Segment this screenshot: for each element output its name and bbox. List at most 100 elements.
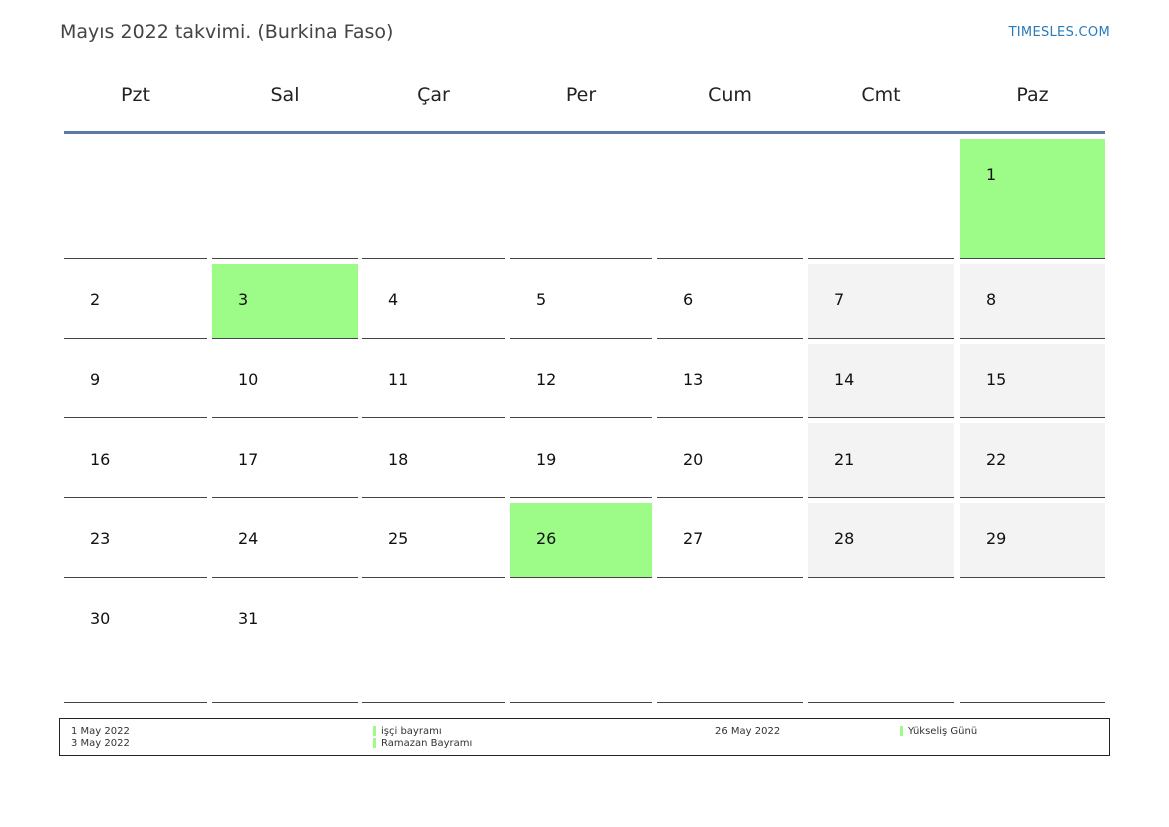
weekday-thursday: Per <box>565 84 597 106</box>
cell-bottom-border <box>960 577 1105 578</box>
cell-bottom-border <box>212 258 358 259</box>
day-cell: 15 <box>960 344 1105 418</box>
cell-bottom-border <box>510 497 652 498</box>
cell-bottom-border <box>64 497 207 498</box>
cell-bottom-border <box>808 702 954 703</box>
day-number: 30 <box>90 609 111 628</box>
day-number: 16 <box>90 450 111 469</box>
day-cell: 29 <box>960 503 1105 578</box>
day-number: 11 <box>388 370 409 389</box>
cell-bottom-border <box>212 338 358 339</box>
day-number: 8 <box>986 290 997 309</box>
day-cell: 18 <box>362 423 505 498</box>
weekday-wednesday: Çar <box>417 84 450 106</box>
empty-day-cell <box>657 139 803 259</box>
empty-day-cell <box>64 139 207 259</box>
cell-bottom-border <box>362 497 505 498</box>
empty-day-cell <box>362 583 505 703</box>
cell-bottom-border <box>510 577 652 578</box>
day-number: 3 <box>238 290 249 309</box>
day-number: 10 <box>238 370 259 389</box>
cell-bottom-border <box>212 577 358 578</box>
holiday-legend: 1 May 2022 işçi bayramı 3 May 2022 Ramaz… <box>59 718 1110 756</box>
weekday-friday: Cum <box>708 84 752 106</box>
cell-bottom-border <box>510 702 652 703</box>
cell-bottom-border <box>657 338 803 339</box>
day-cell: 10 <box>212 344 358 418</box>
cell-bottom-border <box>64 258 207 259</box>
cell-bottom-border <box>510 338 652 339</box>
day-cell: 22 <box>960 423 1105 498</box>
day-number: 14 <box>834 370 855 389</box>
cell-bottom-border <box>808 417 954 418</box>
day-number: 29 <box>986 529 1007 548</box>
empty-day-cell <box>362 139 505 259</box>
weekday-header-row: Pzt Sal Çar Per Cum Cmt Paz <box>64 84 1105 114</box>
day-number: 13 <box>683 370 704 389</box>
day-number: 2 <box>90 290 101 309</box>
day-number: 12 <box>536 370 557 389</box>
holiday-name: Ramazan Bayramı <box>381 738 473 749</box>
day-cell: 20 <box>657 423 803 498</box>
cell-bottom-border <box>64 702 207 703</box>
day-number: 25 <box>388 529 409 548</box>
day-number: 15 <box>986 370 1007 389</box>
day-cell: 17 <box>212 423 358 498</box>
cell-bottom-border <box>64 417 207 418</box>
cell-bottom-border <box>64 577 207 578</box>
cell-bottom-border <box>362 417 505 418</box>
day-cell: 28 <box>808 503 954 578</box>
day-cell: 6 <box>657 264 803 339</box>
cell-bottom-border <box>510 258 652 259</box>
day-number: 5 <box>536 290 547 309</box>
day-cell: 9 <box>64 344 207 418</box>
day-cell: 3 <box>212 264 358 339</box>
day-cell: 25 <box>362 503 505 578</box>
day-cell: 1 <box>960 139 1105 259</box>
day-cell: 19 <box>510 423 652 498</box>
day-number: 24 <box>238 529 259 548</box>
day-number: 9 <box>90 370 101 389</box>
weekday-saturday: Cmt <box>861 84 901 106</box>
cell-bottom-border <box>657 702 803 703</box>
day-number: 26 <box>536 529 557 548</box>
empty-day-cell <box>808 139 954 259</box>
holiday-date: 26 May 2022 <box>715 726 781 737</box>
cell-bottom-border <box>362 702 505 703</box>
cell-bottom-border <box>808 577 954 578</box>
day-number: 27 <box>683 529 704 548</box>
page-title: Mayıs 2022 takvimi. (Burkina Faso) <box>60 21 394 43</box>
cell-bottom-border <box>362 577 505 578</box>
cell-bottom-border <box>212 417 358 418</box>
cell-bottom-border <box>212 702 358 703</box>
day-cell: 26 <box>510 503 652 578</box>
day-cell: 30 <box>64 583 207 703</box>
cell-bottom-border <box>808 258 954 259</box>
cell-bottom-border <box>362 258 505 259</box>
day-number: 4 <box>388 290 399 309</box>
brand-link[interactable]: TIMESLES.COM <box>1008 25 1110 40</box>
empty-day-cell <box>657 583 803 703</box>
day-number: 20 <box>683 450 704 469</box>
day-cell: 5 <box>510 264 652 339</box>
day-cell: 23 <box>64 503 207 578</box>
holiday-name: Yükseliş Günü <box>908 726 978 737</box>
cell-bottom-border <box>960 258 1105 259</box>
holiday-color-marker <box>373 726 376 736</box>
cell-bottom-border <box>808 497 954 498</box>
holiday-name: işçi bayramı <box>381 726 442 737</box>
cell-bottom-border <box>362 338 505 339</box>
cell-bottom-border <box>510 417 652 418</box>
holiday-date: 3 May 2022 <box>71 738 130 749</box>
day-cell: 8 <box>960 264 1105 339</box>
weekday-tuesday: Sal <box>270 84 300 106</box>
day-number: 23 <box>90 529 111 548</box>
cell-bottom-border <box>960 338 1105 339</box>
day-cell: 16 <box>64 423 207 498</box>
day-cell: 31 <box>212 583 358 703</box>
holiday-color-marker <box>900 726 903 736</box>
day-cell: 24 <box>212 503 358 578</box>
day-cell: 4 <box>362 264 505 339</box>
day-cell: 12 <box>510 344 652 418</box>
cell-bottom-border <box>960 417 1105 418</box>
